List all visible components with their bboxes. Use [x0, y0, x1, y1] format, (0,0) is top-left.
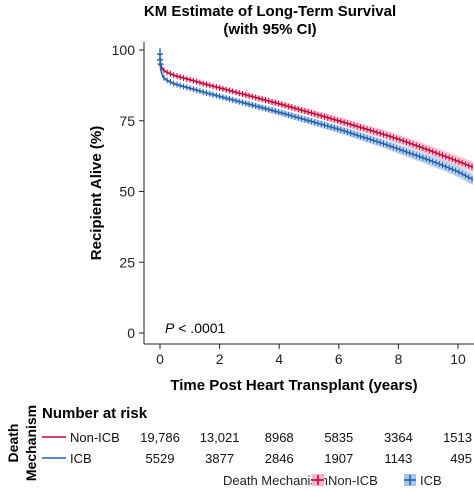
x-tick-label: 6: [335, 351, 343, 367]
legend: Non-ICB ICB: [312, 473, 442, 488]
chart-title-line-1: KM Estimate of Long-Term Survival: [144, 3, 396, 20]
x-tick-label: 4: [275, 351, 283, 367]
x-axis-ticks: 0 2 4 6 8 10: [156, 344, 466, 367]
censor-ticks: [157, 48, 473, 183]
x-tick-label: 8: [395, 351, 403, 367]
survival-curves: [159, 61, 474, 181]
chart-title-line-2: (with 95% CI): [223, 21, 316, 38]
risk-side-title-line-2: Mechanism: [23, 405, 39, 481]
ci-band-icb: [160, 62, 473, 186]
x-tick-label: 10: [450, 351, 466, 367]
risk-row-label-icb: ICB: [70, 451, 92, 466]
risk-value-icb: 2846: [265, 451, 294, 466]
risk-value-non-icb: 19,786: [140, 430, 180, 445]
confidence-bands: [160, 59, 473, 186]
risk-value-non-icb: 3364: [384, 430, 413, 445]
risk-value-non-icb: 8968: [265, 430, 294, 445]
risk-row-label-non-icb: Non-ICB: [70, 430, 120, 445]
legend-label-icb: ICB: [420, 473, 442, 488]
risk-value-non-icb: 1513: [443, 430, 472, 445]
risk-table: Non-ICB 19,786 13,021 8968 5835 3364 1513 ICB 55…: [42, 430, 472, 466]
risk-value-non-icb: 13,021: [200, 430, 240, 445]
p-value-rest: < .0001: [174, 320, 225, 336]
risk-value-icb: 1143: [384, 451, 412, 466]
p-value-italic: P: [165, 320, 175, 336]
y-tick-label: 0: [127, 325, 135, 341]
legend-title: Death Mechanism: [223, 473, 328, 488]
x-tick-label: 0: [156, 351, 164, 367]
x-axis-title: Time Post Heart Transplant (years): [170, 377, 417, 394]
risk-value-icb: 3877: [205, 451, 234, 466]
y-tick-label: 25: [119, 254, 135, 270]
y-axis-title: Recipient Alive (%): [88, 126, 105, 260]
y-axis-ticks: 0 25 50 75 100: [112, 42, 144, 341]
ci-band-non-icb: [160, 59, 473, 173]
curve-icb: [159, 64, 474, 181]
risk-table-header: Number at risk: [42, 405, 148, 422]
x-tick-label: 2: [216, 351, 224, 367]
legend-label-non-icb: Non-ICB: [328, 473, 378, 488]
y-tick-label: 50: [119, 184, 135, 200]
y-tick-label: 75: [119, 113, 135, 129]
risk-value-icb: 495: [450, 451, 472, 466]
p-value-annotation: P < .0001: [165, 320, 226, 336]
risk-value-icb: 1907: [324, 451, 353, 466]
risk-value-icb: 5529: [146, 451, 175, 466]
risk-value-non-icb: 5835: [324, 430, 353, 445]
curve-non-icb: [159, 61, 474, 168]
y-tick-label: 100: [112, 42, 136, 58]
risk-side-title-line-1: Death: [5, 424, 21, 463]
